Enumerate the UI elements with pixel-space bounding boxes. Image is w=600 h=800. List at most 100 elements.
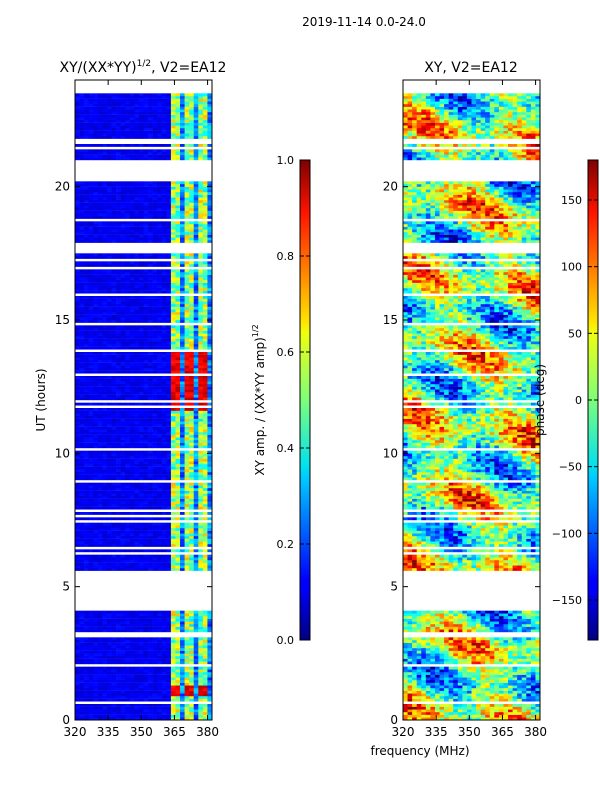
heatmap-cell	[79, 189, 85, 193]
heatmap-cell	[148, 237, 153, 241]
heatmap-cell	[79, 474, 85, 478]
heatmap-cell	[88, 256, 94, 259]
heatmap-cell	[102, 458, 108, 462]
heatmap-cell	[175, 389, 181, 393]
heatmap-cell	[97, 240, 103, 243]
heatmap-cell	[79, 536, 85, 539]
heatmap-cell	[134, 328, 140, 331]
heatmap-cell	[148, 320, 153, 323]
heatmap-cell	[138, 365, 144, 369]
heatmap-cell	[184, 464, 190, 467]
heatmap-cell	[116, 312, 121, 315]
heatmap-cell	[134, 232, 140, 235]
heatmap-cell	[202, 181, 208, 185]
heatmap-cell	[125, 288, 131, 291]
heatmap-cell	[84, 285, 89, 289]
heatmap-cell	[143, 416, 149, 419]
heatmap-cell	[79, 466, 85, 470]
heatmap-cell	[207, 274, 213, 278]
heatmap-cell	[88, 341, 94, 345]
heatmap-cell	[143, 152, 149, 155]
heatmap-cell	[97, 408, 103, 411]
heatmap-cell	[161, 229, 167, 233]
heatmap-cell	[93, 229, 99, 233]
heatmap-cell	[97, 325, 103, 329]
heatmap-cell	[193, 616, 199, 619]
heatmap-cell	[75, 280, 80, 283]
heatmap-cell	[189, 272, 195, 275]
heatmap-cell	[157, 280, 163, 283]
heatmap-cell	[138, 336, 144, 339]
heatmap-cell	[193, 354, 199, 358]
heatmap-cell	[138, 493, 144, 497]
heatmap-cell	[184, 434, 190, 438]
heatmap-cell	[161, 309, 167, 313]
heatmap-cell	[88, 698, 94, 702]
heatmap-cell	[75, 296, 80, 299]
heatmap-cell	[184, 616, 190, 619]
heatmap-cell	[175, 413, 181, 417]
heatmap-cell	[102, 642, 108, 646]
heatmap-cell	[193, 253, 199, 257]
heatmap-cell	[88, 688, 94, 691]
heatmap-cell	[106, 336, 112, 339]
heatmap-cell	[111, 706, 117, 710]
heatmap-cell	[102, 298, 108, 302]
heatmap-cell	[116, 485, 121, 489]
heatmap-cell	[189, 197, 195, 201]
heatmap-cell	[79, 661, 85, 665]
heatmap-cell	[125, 256, 131, 259]
heatmap-cell	[106, 442, 112, 446]
heatmap-cell	[184, 157, 190, 161]
heatmap-cell	[189, 517, 195, 521]
heatmap-cell	[138, 330, 144, 334]
heatmap-cell	[189, 306, 195, 310]
heatmap-cell	[116, 192, 121, 195]
heatmap-cell	[157, 698, 163, 702]
heatmap-cell	[166, 522, 172, 526]
heatmap-cell	[157, 626, 163, 630]
heatmap-cell	[116, 221, 121, 225]
heatmap-cell	[88, 530, 94, 534]
heatmap-cell	[75, 445, 80, 449]
heatmap-cell	[88, 234, 94, 238]
heatmap-cell	[88, 541, 94, 545]
heatmap-cell	[111, 360, 117, 363]
heatmap-cell	[152, 392, 158, 395]
heatmap-cell	[207, 413, 213, 417]
heatmap-cell	[79, 616, 85, 619]
heatmap-cell	[88, 290, 94, 294]
heatmap-cell	[180, 384, 185, 387]
heatmap-cell	[116, 261, 121, 265]
heatmap-cell	[161, 154, 167, 158]
heatmap-cell	[180, 677, 185, 681]
heatmap-cell	[198, 613, 204, 617]
heatmap-cell	[207, 485, 213, 489]
heatmap-cell	[75, 202, 80, 206]
heatmap-cell	[120, 472, 126, 475]
heatmap-cell	[189, 640, 195, 643]
heatmap-cell	[152, 205, 158, 209]
heatmap-cell	[170, 693, 176, 697]
heatmap-cell	[207, 693, 213, 697]
heatmap-cell	[120, 298, 126, 302]
heatmap-cell	[134, 352, 140, 355]
heatmap-cell	[97, 237, 103, 241]
heatmap-cell	[138, 712, 144, 715]
heatmap-cell	[198, 376, 204, 379]
heatmap-cell	[198, 557, 204, 561]
heatmap-cell	[106, 469, 112, 473]
heatmap-cell	[102, 490, 108, 494]
heatmap-cell	[198, 202, 204, 206]
heatmap-cell	[79, 450, 85, 454]
heatmap-cell	[189, 541, 195, 545]
heatmap-cell	[88, 298, 94, 302]
heatmap-cell	[116, 624, 121, 627]
heatmap-cell	[88, 282, 94, 286]
heatmap-cell	[84, 453, 89, 457]
heatmap-cell	[88, 714, 94, 718]
heatmap-cell	[207, 378, 213, 382]
heatmap-cell	[88, 365, 94, 369]
heatmap-cell	[198, 264, 204, 267]
heatmap-cell	[138, 685, 144, 689]
